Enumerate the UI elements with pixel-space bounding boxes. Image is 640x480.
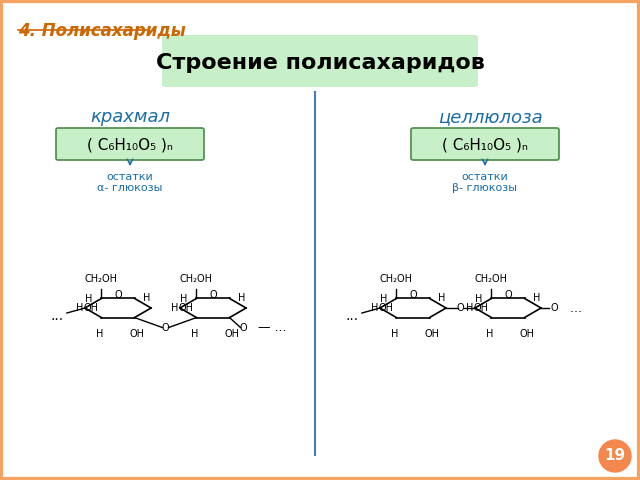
Text: ( C₆H₁₀O₅ )ₙ: ( C₆H₁₀O₅ )ₙ: [442, 137, 528, 153]
Text: H: H: [238, 293, 245, 303]
Text: H: H: [84, 294, 92, 304]
Text: H: H: [96, 329, 103, 338]
FancyBboxPatch shape: [162, 35, 478, 87]
Text: OH: OH: [129, 329, 144, 338]
Text: остатки: остатки: [107, 172, 154, 182]
Text: H: H: [486, 329, 493, 338]
Text: O: O: [457, 303, 464, 313]
Text: ...: ...: [566, 301, 582, 314]
Text: H: H: [143, 293, 150, 303]
Text: остатки: остатки: [461, 172, 508, 182]
Text: CH₂OH: CH₂OH: [180, 275, 213, 285]
Text: H: H: [76, 303, 83, 313]
Text: O: O: [162, 323, 170, 333]
Text: H: H: [465, 303, 473, 313]
Text: крахмал: крахмал: [90, 108, 170, 126]
FancyBboxPatch shape: [411, 128, 559, 160]
Text: 4. Полисахариды: 4. Полисахариды: [18, 22, 186, 40]
Text: H: H: [180, 294, 187, 304]
Text: 19: 19: [604, 448, 625, 464]
Text: OH: OH: [474, 303, 489, 313]
Text: O: O: [550, 303, 557, 313]
Text: O: O: [114, 290, 122, 300]
Text: OH: OH: [224, 329, 239, 338]
Text: H: H: [391, 329, 398, 338]
Text: H: H: [191, 329, 198, 338]
Text: ...: ...: [346, 309, 358, 323]
Text: O: O: [240, 323, 247, 333]
Text: O: O: [504, 290, 512, 300]
Text: целлюлоза: целлюлоза: [438, 108, 542, 126]
Text: CH₂OH: CH₂OH: [85, 275, 118, 285]
Text: ( C₆H₁₀O₅ )ₙ: ( C₆H₁₀O₅ )ₙ: [87, 137, 173, 153]
Text: OH: OH: [179, 303, 194, 313]
Text: — ...: — ...: [257, 321, 286, 334]
Text: O: O: [409, 290, 417, 300]
Text: ...: ...: [51, 309, 63, 323]
Text: β- глюкозы: β- глюкозы: [452, 183, 518, 193]
Text: H: H: [380, 294, 387, 304]
Text: H: H: [171, 303, 178, 313]
Text: OH: OH: [424, 329, 439, 338]
Text: H: H: [533, 293, 540, 303]
Text: OH: OH: [519, 329, 534, 338]
Text: CH₂OH: CH₂OH: [475, 275, 508, 285]
Text: H: H: [475, 294, 482, 304]
Text: OH: OH: [84, 303, 99, 313]
Text: O: O: [209, 290, 217, 300]
Text: α- глюкозы: α- глюкозы: [97, 183, 163, 193]
Text: H: H: [371, 303, 378, 313]
Text: OH: OH: [379, 303, 394, 313]
Circle shape: [599, 440, 631, 472]
FancyBboxPatch shape: [56, 128, 204, 160]
Text: CH₂OH: CH₂OH: [380, 275, 413, 285]
Text: H: H: [438, 293, 445, 303]
Text: Строение полисахаридов: Строение полисахаридов: [156, 53, 484, 73]
